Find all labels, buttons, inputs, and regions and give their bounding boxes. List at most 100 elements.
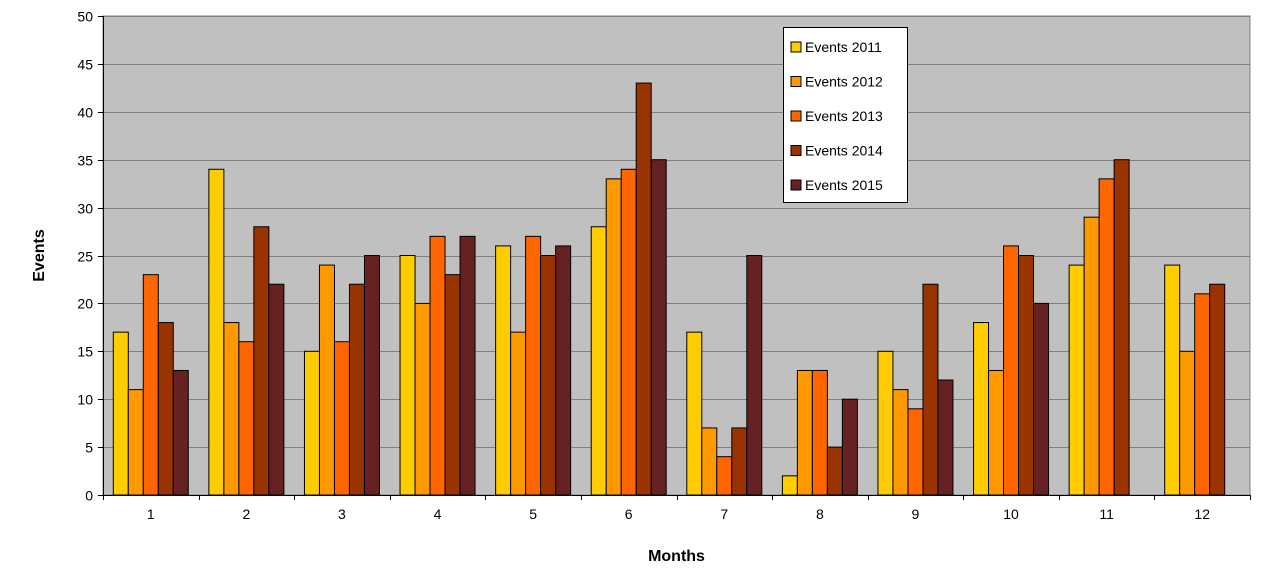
bar: [746, 255, 763, 496]
y-tick-label: 0: [85, 488, 93, 504]
axes: [98, 16, 1251, 500]
grid-lines: [103, 16, 1250, 448]
legend-label: Events 2014: [805, 143, 883, 159]
y-tick-label: 15: [77, 344, 93, 360]
y-tick-label: 20: [77, 296, 93, 312]
bar: [826, 446, 843, 496]
bar: [348, 283, 365, 496]
bar: [1164, 264, 1181, 496]
x-tick-label: 10: [1003, 506, 1019, 522]
bar: [1194, 293, 1211, 496]
bar: [620, 168, 637, 496]
bar: [157, 322, 174, 496]
legend-item: Events 2015: [790, 177, 883, 193]
legend-label: Events 2011: [805, 39, 882, 55]
legend-item: Events 2011: [790, 39, 882, 55]
y-tick-label: 45: [77, 57, 93, 73]
bar: [238, 341, 255, 496]
bar: [1209, 283, 1226, 496]
y-tick-label: 5: [85, 440, 93, 456]
legend-swatch: [790, 41, 802, 53]
legend-swatch: [790, 179, 802, 191]
bar: [510, 331, 527, 496]
bar: [268, 283, 285, 496]
bar: [112, 331, 129, 496]
bar: [811, 369, 828, 496]
y-axis-title: Events: [31, 229, 48, 282]
x-tick-label: 4: [434, 506, 442, 522]
bar: [253, 226, 270, 496]
x-tick-label: 12: [1194, 506, 1210, 522]
legend-item: Events 2013: [790, 108, 883, 124]
bars: [112, 82, 1226, 496]
legend-swatch: [790, 76, 802, 87]
bar: [1083, 216, 1100, 496]
y-tick-label: 50: [77, 9, 93, 25]
bar: [555, 245, 572, 496]
series-5: [172, 159, 1050, 496]
bar: [988, 369, 1005, 496]
legend-label: Events 2012: [805, 74, 883, 90]
legend: Events 2011 Events 2012 Events 2013 Events …: [783, 27, 908, 203]
bar: [303, 350, 320, 496]
bar: [686, 331, 703, 496]
x-tick-label: 6: [625, 506, 633, 522]
bar: [318, 264, 335, 496]
plot-area: [102, 15, 1251, 496]
bar: [208, 168, 225, 496]
bar: [414, 302, 431, 496]
y-tick-label: 30: [77, 201, 93, 217]
y-tick-label: 35: [77, 153, 93, 169]
bar: [716, 456, 733, 496]
legend-box: [783, 27, 908, 203]
bar: [142, 274, 159, 496]
legend-swatch: [790, 110, 802, 122]
y-tick-label: 25: [77, 249, 93, 265]
bar: [650, 159, 667, 496]
bar: [922, 283, 939, 496]
bar: [459, 235, 476, 496]
bar: [892, 389, 909, 496]
bar: [399, 255, 416, 496]
bar: [525, 235, 542, 496]
bar: [1018, 255, 1035, 496]
legend-swatch: [790, 145, 802, 156]
y-tick-label: 40: [77, 105, 93, 121]
legend-label: Events 2013: [805, 108, 883, 124]
bar: [701, 427, 718, 496]
bar: [635, 82, 652, 496]
x-tick-label: 3: [338, 506, 346, 522]
bar: [973, 322, 990, 496]
series-1: [112, 168, 1181, 496]
x-tick-label: 2: [242, 506, 250, 522]
bar: [333, 341, 350, 496]
bar: [731, 427, 748, 496]
bar: [907, 408, 924, 496]
bar: [1068, 264, 1085, 496]
x-tick-label: 8: [816, 506, 824, 522]
x-tick-label: 5: [529, 506, 537, 522]
bar: [495, 245, 512, 496]
legend-label: Events 2015: [805, 177, 883, 193]
legend-item: Events 2014: [790, 143, 883, 159]
bar: [223, 322, 240, 496]
x-tick-label: 7: [720, 506, 728, 522]
bar: [590, 226, 607, 496]
bar: [363, 255, 380, 496]
bar: [841, 398, 858, 496]
bar: [127, 389, 144, 496]
bar: [1179, 350, 1196, 496]
bar: [1113, 159, 1130, 496]
x-axis-title: Months: [648, 548, 705, 565]
bar: [796, 369, 813, 496]
bar: [1003, 245, 1020, 496]
bar: [540, 255, 557, 496]
bar: [429, 235, 446, 496]
legend-item: Events 2012: [790, 74, 883, 90]
x-tick-labels: 1 2 3 4 5 6 7 8 9 10 11 12: [147, 506, 1210, 522]
bar: [1098, 178, 1115, 496]
bar: [937, 379, 954, 496]
bar: [877, 350, 894, 496]
bar: [781, 475, 798, 496]
y-tick-label: 10: [77, 392, 93, 408]
